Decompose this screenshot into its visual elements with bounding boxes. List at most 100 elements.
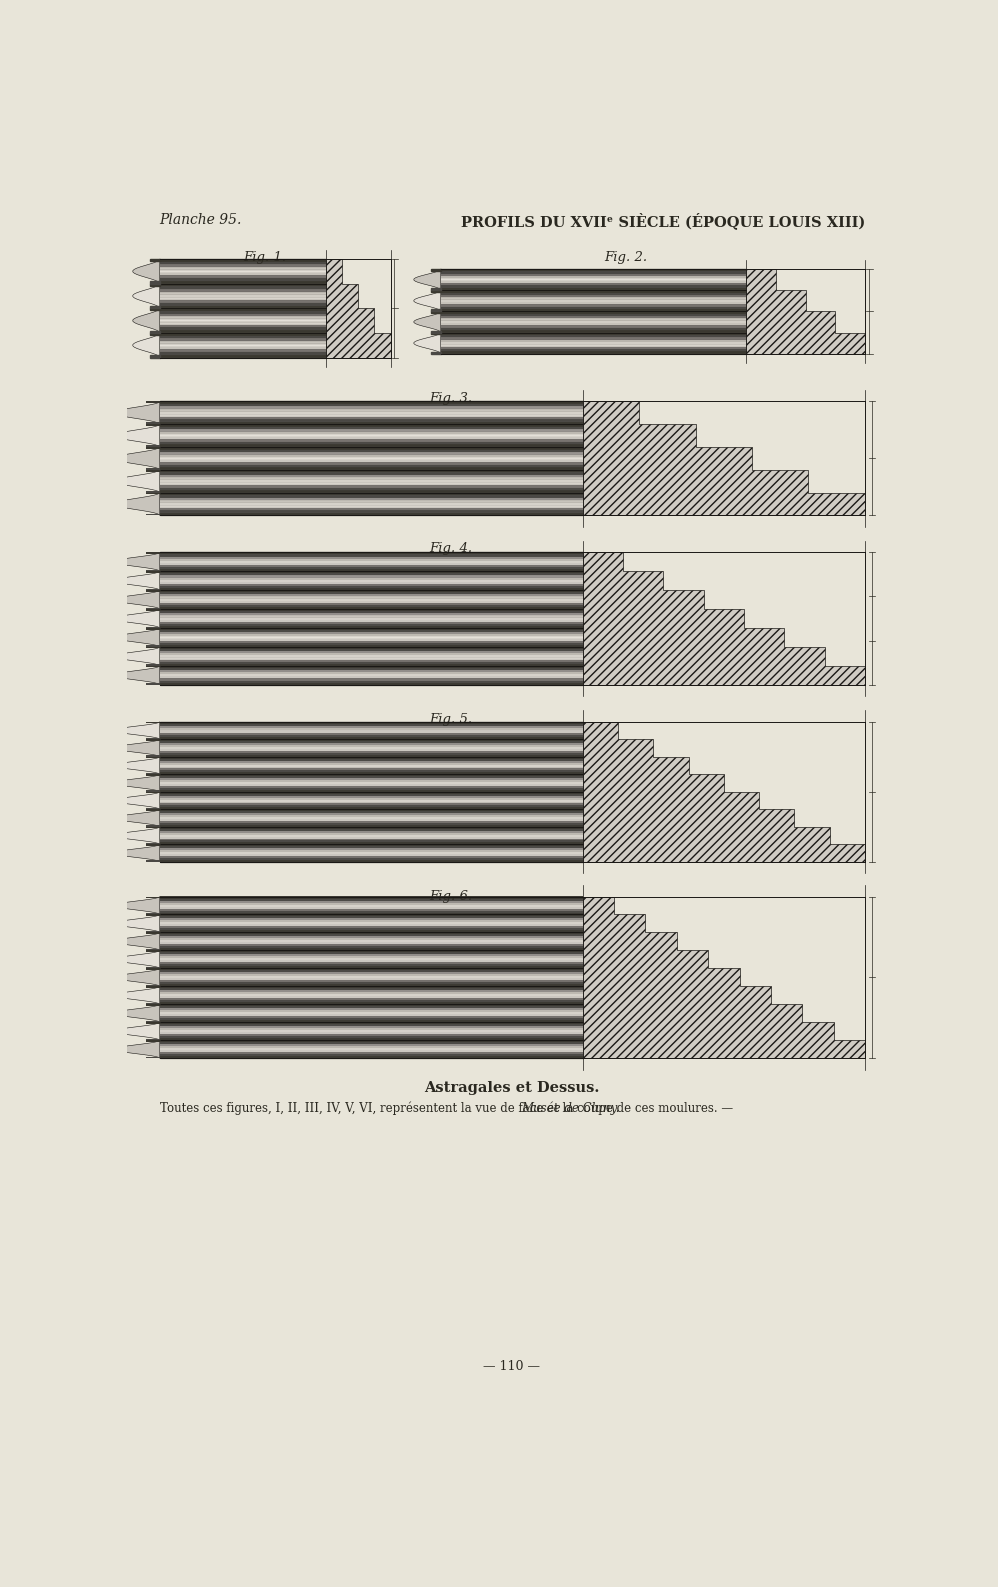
Bar (160, 935, 583, 936)
Text: Astragales et Dessus.: Astragales et Dessus. (424, 1081, 599, 1095)
Bar (146, 492, 160, 495)
Bar (160, 940, 583, 943)
Bar (160, 930, 583, 933)
Bar (160, 840, 583, 843)
Polygon shape (583, 897, 865, 1059)
Bar (160, 970, 583, 973)
Polygon shape (114, 552, 160, 571)
Bar (160, 449, 583, 452)
Polygon shape (114, 757, 160, 774)
Bar (160, 571, 583, 573)
Bar (160, 638, 583, 641)
Bar (441, 268, 747, 354)
Bar (160, 579, 583, 582)
Bar (160, 273, 326, 276)
Bar (160, 851, 583, 852)
Bar (146, 422, 160, 424)
Bar (160, 747, 583, 749)
Bar (160, 630, 583, 632)
Bar (160, 619, 583, 622)
Polygon shape (114, 987, 160, 1005)
Bar (160, 628, 583, 630)
Bar (160, 986, 583, 989)
Polygon shape (133, 308, 160, 333)
Bar (160, 513, 583, 516)
Bar (160, 305, 326, 308)
Bar (431, 333, 441, 335)
Bar (160, 825, 583, 827)
Bar (160, 816, 583, 817)
Bar (150, 306, 160, 308)
Bar (160, 843, 583, 844)
Bar (160, 847, 583, 851)
Bar (160, 663, 583, 667)
Bar (441, 344, 747, 346)
Bar (160, 671, 583, 674)
Bar (160, 402, 583, 405)
Bar (160, 803, 583, 806)
Bar (160, 349, 326, 352)
Bar (431, 352, 441, 354)
Bar (160, 911, 583, 913)
Bar (160, 594, 583, 597)
Bar (160, 1014, 583, 1016)
Bar (160, 403, 583, 406)
Bar (160, 1047, 583, 1051)
Bar (441, 295, 747, 297)
Bar (160, 335, 326, 338)
Bar (160, 565, 583, 567)
Polygon shape (114, 844, 160, 862)
Bar (160, 1019, 583, 1020)
Bar (160, 262, 326, 265)
Bar (160, 920, 583, 922)
Bar (160, 857, 583, 860)
Bar (160, 333, 326, 335)
Bar (160, 636, 583, 638)
Bar (160, 998, 583, 1000)
Bar (431, 268, 441, 271)
Bar (160, 574, 583, 578)
Bar (160, 454, 583, 457)
Bar (160, 947, 583, 951)
Bar (160, 809, 583, 811)
Polygon shape (583, 402, 865, 516)
Bar (160, 578, 583, 579)
Bar (160, 968, 583, 970)
Bar (160, 1000, 583, 1003)
Bar (160, 624, 583, 625)
Bar (160, 441, 583, 444)
Bar (160, 275, 326, 278)
Bar (160, 778, 583, 781)
Bar (441, 306, 747, 309)
Bar (160, 736, 583, 740)
Bar (160, 281, 326, 284)
Polygon shape (114, 402, 160, 424)
Bar (160, 559, 583, 560)
Bar (160, 590, 583, 592)
Bar (160, 860, 583, 862)
Bar (160, 974, 583, 976)
Bar (160, 844, 583, 846)
Bar (160, 982, 583, 984)
Bar (160, 508, 583, 511)
Bar (441, 309, 747, 311)
Polygon shape (114, 492, 160, 516)
Bar (160, 467, 583, 470)
Text: Fig. 5.: Fig. 5. (429, 713, 472, 727)
Polygon shape (114, 897, 160, 914)
Bar (160, 730, 583, 732)
Bar (160, 303, 326, 306)
Bar (160, 898, 583, 900)
Bar (160, 647, 583, 649)
Bar (160, 682, 583, 684)
Bar (160, 300, 326, 303)
Bar (160, 1005, 583, 1006)
Bar (160, 1020, 583, 1022)
Bar (441, 278, 747, 281)
Bar (160, 727, 583, 730)
Polygon shape (114, 647, 160, 667)
Bar (160, 292, 326, 295)
Polygon shape (114, 914, 160, 933)
Bar (160, 435, 583, 436)
Bar (160, 897, 583, 1059)
